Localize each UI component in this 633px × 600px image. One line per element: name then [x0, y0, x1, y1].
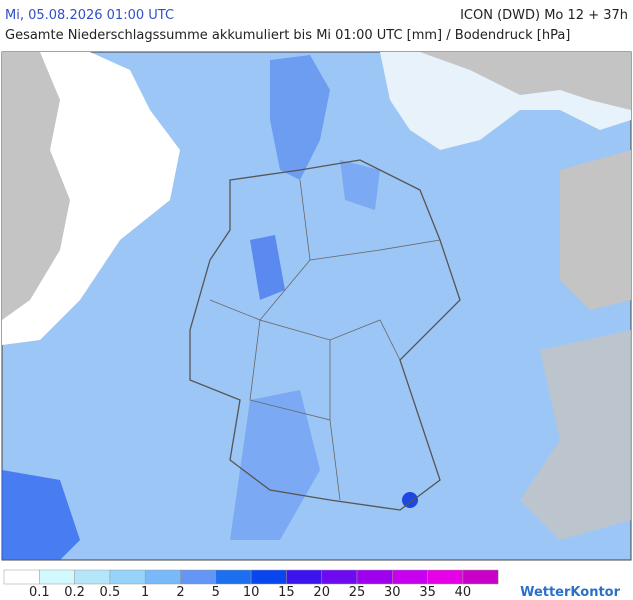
legend-swatch [392, 569, 428, 585]
legend-label: 35 [419, 585, 436, 600]
poland-land [560, 150, 631, 310]
legend-label: 20 [313, 585, 330, 600]
legend-swatch [427, 569, 464, 585]
rain-band [270, 55, 330, 180]
brand: WetterKontor [520, 585, 621, 600]
legend-swatch [321, 569, 358, 585]
legend-swatch [144, 569, 181, 585]
rain-cell [2, 470, 80, 560]
legend-swatch [356, 569, 393, 585]
legend-label: 10 [243, 585, 260, 600]
legend-label: 0.2 [64, 585, 85, 600]
legend-swatch [215, 569, 252, 585]
legend-swatch [286, 569, 322, 585]
country-border [189, 159, 461, 511]
state-border [209, 179, 441, 501]
legend: 0.1 0.2 0.5 1 2 5 10 15 20 25 30 35 40 [3, 569, 499, 600]
rain-area [230, 390, 320, 540]
legend-label: 0.1 [29, 585, 50, 600]
legend-swatch [180, 569, 217, 585]
legend-swatch [74, 569, 111, 585]
legend-label: 2 [176, 585, 184, 600]
legend-swatch [462, 569, 499, 585]
legend-label: 1 [141, 585, 149, 600]
rain-cell [402, 492, 418, 508]
legend-label: 15 [278, 585, 295, 600]
datetime: Mi, 05.08.2026 01:00 UTC [5, 8, 174, 23]
model: ICON (DWD) Mo 12 + 37h [460, 8, 628, 23]
rain-area [340, 160, 380, 210]
legend-swatch [3, 569, 40, 585]
legend-swatch [39, 569, 75, 585]
map-title: Gesamte Niederschlagssumme akkumuliert b… [5, 28, 570, 43]
scandinavia [420, 52, 631, 110]
east-land [520, 330, 631, 540]
legend-label: 40 [455, 585, 472, 600]
legend-label: 0.5 [100, 585, 121, 600]
legend-swatch [250, 569, 287, 585]
uk-land [2, 52, 70, 320]
rain-cell [250, 235, 285, 300]
legend-swatch [109, 569, 146, 585]
legend-label: 25 [349, 585, 366, 600]
legend-label: 30 [384, 585, 401, 600]
legend-label: 5 [212, 585, 220, 600]
map [1, 51, 632, 561]
